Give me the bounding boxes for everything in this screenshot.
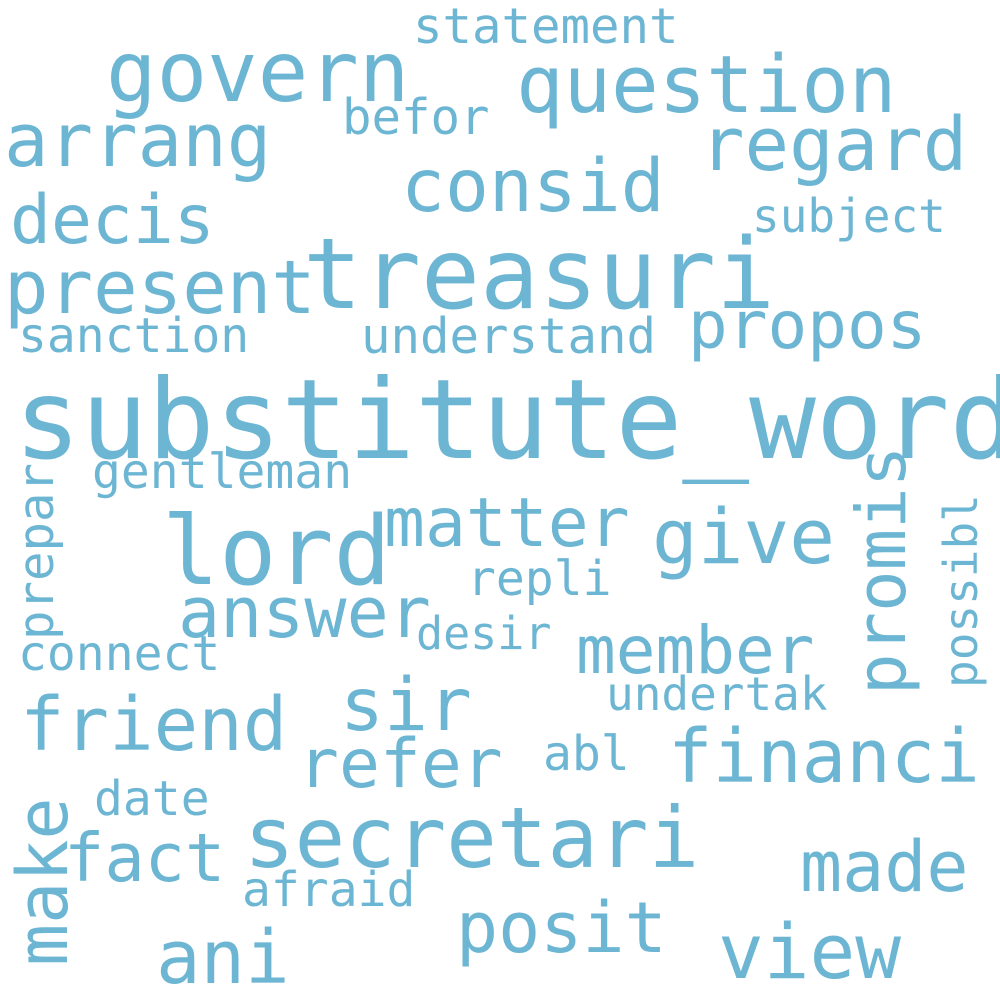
word-secretari: secretari <box>244 789 700 887</box>
word-subject: subject <box>752 189 946 243</box>
word-answer: answer <box>178 572 431 654</box>
word-question: question <box>516 39 897 131</box>
word-statement: statement <box>413 0 679 55</box>
word-friend: friend <box>20 682 288 768</box>
word-understand: understand <box>361 308 657 365</box>
word-made: made <box>800 826 969 908</box>
word-regard: regard <box>700 102 968 188</box>
word-gentleman: gentleman <box>92 444 353 500</box>
word-consid: consid <box>401 144 665 229</box>
word-abl: abl <box>543 726 630 782</box>
word-afraid: afraid <box>242 862 416 918</box>
word-sir: sir <box>340 663 472 748</box>
word-repli: repli <box>467 551 612 607</box>
word-present: present <box>4 245 316 331</box>
word-decis: decis <box>10 181 215 260</box>
word-posit: posit <box>456 887 667 969</box>
word-prepar: prepar <box>8 462 65 640</box>
word-sanction: sanction <box>18 308 250 364</box>
word-desir: desir <box>416 607 552 660</box>
word-member: member <box>576 612 815 689</box>
word-treasuri: treasuri <box>303 218 776 332</box>
word-financi: financi <box>668 714 980 800</box>
word-govern: govern <box>106 23 410 121</box>
word-promis: promis <box>842 445 922 695</box>
word-arrang: arrang <box>4 98 272 184</box>
word-ani: ani <box>156 915 290 1001</box>
word-possibl: possibl <box>934 494 988 688</box>
word-propos: propos <box>688 287 927 364</box>
word-refer: refer <box>298 725 503 804</box>
word-date: date <box>94 771 210 827</box>
word-make: make <box>2 797 84 966</box>
word-befor: befor <box>342 89 490 146</box>
word-fact: fact <box>64 819 226 897</box>
word-undertak: undertak <box>606 667 828 721</box>
word-give: give <box>652 492 836 581</box>
word-lord: lord <box>162 497 391 607</box>
word-matter: matter <box>384 484 630 563</box>
word-view: view <box>718 907 902 996</box>
word-connect: connect <box>18 626 221 682</box>
word-substitute-word: substitute_word <box>14 356 1000 485</box>
